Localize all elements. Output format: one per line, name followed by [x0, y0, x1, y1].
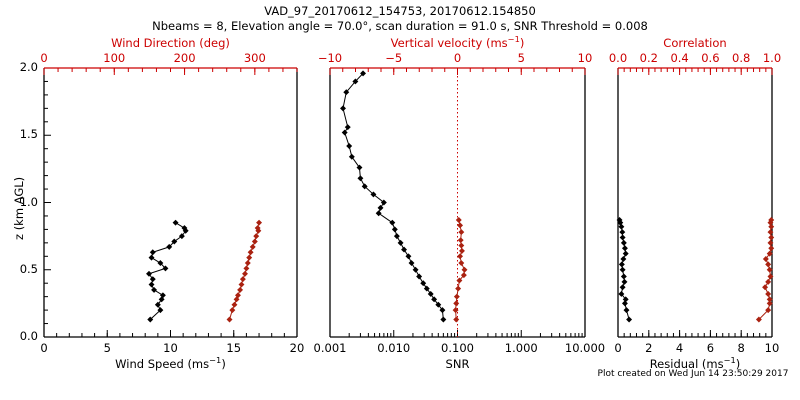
x-tick-label-top: 1.0: [762, 51, 782, 65]
x-tick-label-bottom: 6: [706, 341, 715, 355]
x-tick-label-top: 0.2: [639, 51, 658, 65]
x-tick-label-bottom: 4: [675, 341, 684, 355]
x-tick-label-top: 0: [453, 51, 462, 65]
x-tick-label-bottom: 8: [737, 341, 745, 355]
figure-footer: Plot created on Wed Jun 14 23:50:29 2017: [597, 369, 789, 379]
x-tick-label-bottom: 0.001: [313, 341, 347, 355]
x-tick-label-bottom: 15: [226, 341, 242, 355]
x-tick-label-top: 0.4: [670, 51, 689, 65]
x-tick-label-top: −10: [317, 51, 343, 65]
x-tick-label-top: 300: [243, 51, 266, 65]
figure-title: VAD_97_20170612_154753, 20170612.154850: [264, 4, 536, 18]
x-tick-label-bottom: 10: [764, 341, 780, 355]
x-tick-label-top: 0: [40, 51, 48, 65]
y-axis-title: z (km AGL): [12, 176, 26, 240]
figure-subtitle: Nbeams = 8, Elevation angle = 70.0°, sca…: [152, 19, 648, 33]
x-tick-label-top: 0.6: [701, 51, 720, 65]
y-tick-label: 0.5: [19, 261, 38, 276]
x-tick-label-top: 100: [103, 51, 126, 65]
y-tick-label: 2.0: [19, 60, 38, 74]
y-tick-label: 1.5: [19, 127, 38, 142]
x-tick-label-bottom: 1.000: [504, 341, 538, 355]
x-tick-label-bottom: 0: [614, 341, 622, 355]
x-tick-label-top: 0.8: [732, 51, 751, 65]
x-axis-title-top-panel2: Vertical velocity (ms−1): [390, 34, 525, 50]
x-axis-title-bottom-panel3: Residual (ms−1): [649, 355, 741, 371]
x-axis-title-bottom-panel2: SNR: [445, 357, 470, 371]
x-tick-label-bottom: 2: [645, 341, 653, 355]
x-tick-label-bottom: 20: [289, 341, 305, 355]
x-axis-title-top-panel1: Wind Direction (deg): [111, 36, 230, 50]
x-tick-label-top: 10: [577, 51, 593, 65]
x-tick-label-bottom: 10: [163, 341, 178, 355]
x-tick-label-bottom: 5: [103, 341, 111, 355]
x-tick-label-top: −5: [385, 51, 403, 65]
x-tick-label-top: 0.0: [608, 51, 628, 65]
y-tick-label: 1.0: [19, 194, 38, 209]
x-axis-title-top-panel3: Correlation: [663, 36, 727, 50]
y-tick-label: 0.0: [19, 329, 38, 343]
x-tick-label-top: 200: [173, 51, 196, 65]
x-tick-label-bottom: 0: [40, 341, 48, 355]
x-axis-title-bottom-panel1: Wind Speed (ms−1): [115, 355, 226, 371]
x-tick-label-bottom: 10.000: [564, 341, 606, 355]
x-tick-label-bottom: 0.010: [377, 341, 411, 355]
x-tick-label-top: 5: [517, 51, 525, 65]
x-tick-label-bottom: 0.100: [441, 341, 474, 355]
